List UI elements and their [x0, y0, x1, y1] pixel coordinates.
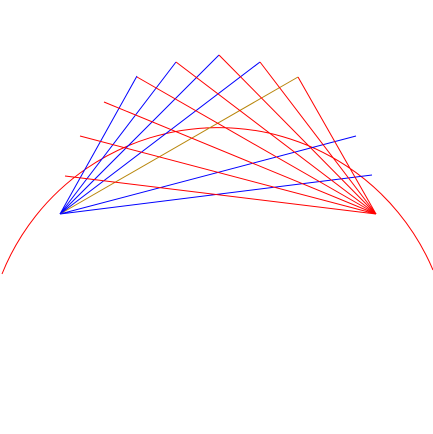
- left-fan-ray: [59, 135, 357, 215]
- arc-layer: [1, 127, 433, 275]
- right-fan-ray: [79, 135, 377, 215]
- right-fan-ray: [259, 61, 377, 215]
- left-fan-ray: [59, 75, 138, 215]
- right-fan-ray: [297, 76, 377, 215]
- right-fan-ray: [218, 54, 377, 215]
- left-fan-ray: [59, 61, 261, 215]
- left-fan-ray: [59, 76, 299, 215]
- right-fan: [64, 54, 377, 215]
- right-fan-ray: [64, 175, 377, 215]
- left-fan-ray: [59, 61, 177, 215]
- left-fan: [59, 54, 373, 215]
- right-fan-ray: [175, 61, 377, 215]
- right-fan-ray: [103, 101, 377, 215]
- left-fan-ray: [59, 54, 220, 215]
- right-fan-ray: [136, 76, 377, 215]
- arc-curve: [1, 127, 433, 275]
